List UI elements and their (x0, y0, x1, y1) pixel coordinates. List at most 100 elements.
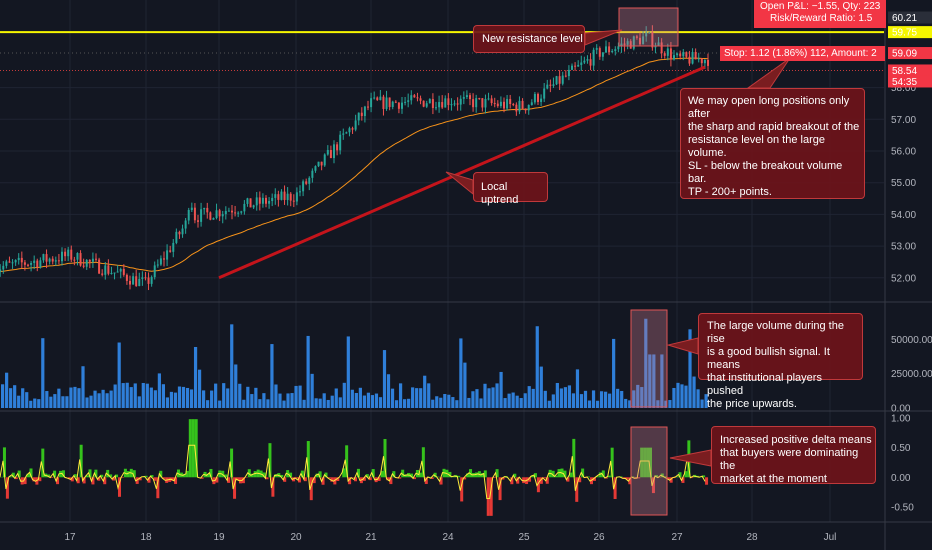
volume-bar (362, 395, 366, 408)
delta-bar (607, 475, 611, 478)
candle-body (391, 101, 394, 107)
price-axis[interactable]: 52.00 53.00 54.00 55.00 56.00 57.00 58.00 0.00 2… (891, 83, 932, 513)
stop-badge[interactable]: Stop: 1.12 (1.86%) 112, Amount: 2 (720, 46, 885, 61)
candle-body (521, 100, 524, 109)
candle-body (172, 242, 175, 252)
delta-bar (88, 469, 92, 478)
volume-bar (612, 338, 616, 408)
delta-bar (315, 473, 319, 478)
candle-body (561, 75, 564, 84)
delta-bar (174, 477, 178, 484)
delta-bar (97, 477, 101, 481)
candle-body (125, 274, 128, 281)
delta-bar (483, 470, 487, 478)
volume-bar (129, 387, 133, 408)
candle-body (302, 181, 305, 192)
price-tag-top: 60.21 (892, 13, 917, 24)
price-tag-bg-resistance (888, 26, 932, 39)
delta-bar (498, 477, 502, 501)
candle-body (311, 170, 314, 178)
delta-bar (61, 470, 65, 478)
volume-bar (165, 397, 170, 408)
delta-bar (318, 471, 322, 478)
delta-bar (380, 470, 384, 478)
candle-body (320, 161, 323, 166)
candle-body (663, 53, 666, 56)
delta-bar (241, 477, 245, 484)
candle-body (329, 149, 332, 159)
delta-bar (26, 473, 30, 478)
candle-body (703, 59, 706, 64)
candle-body (571, 65, 573, 70)
volume-bar (555, 382, 559, 408)
price-tag-bg-last (888, 47, 932, 60)
volume-bar (700, 399, 704, 408)
candle-body (515, 104, 518, 112)
delta-bar (492, 477, 496, 478)
volume-bar (411, 387, 415, 408)
volume-bar (531, 388, 535, 408)
candle-body (181, 228, 184, 235)
candle-body (537, 93, 539, 102)
candle-body (268, 200, 271, 204)
volume-bar (684, 385, 688, 408)
x-tick-label: 20 (290, 532, 302, 543)
candle-body (673, 55, 675, 60)
delta-bar (324, 472, 328, 478)
volume-bar (620, 390, 624, 408)
delta-bar (463, 477, 467, 480)
delta-bar (640, 447, 644, 478)
candle-body (95, 258, 97, 260)
volume-bar (330, 395, 334, 408)
candle-body (354, 120, 357, 130)
volume-bar (579, 394, 584, 408)
volume-bar (443, 393, 447, 408)
volume-pointer (666, 337, 699, 355)
delta-bar (50, 477, 54, 478)
candle-body (465, 95, 468, 98)
delta-bar (345, 445, 349, 478)
volume-bar (226, 388, 230, 408)
volume-bar (214, 383, 218, 408)
candle-body (425, 103, 428, 107)
delta-bar (613, 477, 617, 500)
candle-body (469, 95, 471, 100)
delta-bar (625, 477, 629, 480)
y-tick-label: -0.50 (891, 502, 914, 513)
x-tick-label: 19 (213, 532, 225, 543)
position-badge[interactable]: Open P&L: −1.55, Qty: 223 Risk/Reward Ra… (754, 0, 886, 28)
candle-body (431, 99, 434, 109)
candle-body (265, 197, 267, 204)
candle-body (82, 265, 85, 267)
delta-bar (377, 477, 381, 481)
volume-bar (338, 397, 342, 408)
candle-body (76, 253, 79, 260)
candle-body (558, 76, 561, 84)
candle-body (524, 108, 527, 111)
delta-bar (209, 468, 213, 478)
delta-bar (690, 477, 694, 479)
delta-bar (466, 473, 470, 478)
delta-bar (330, 477, 334, 482)
delta-bar (383, 438, 387, 478)
volume-bar (668, 400, 672, 408)
candle-body (240, 211, 243, 213)
candle-body (373, 97, 376, 99)
volume-bar (73, 386, 77, 408)
volume-bar (185, 387, 190, 408)
delta-bar (295, 477, 298, 479)
volume-bar (153, 390, 157, 408)
volume-bar (314, 398, 318, 408)
volume-bar (157, 373, 161, 408)
candle-body (438, 102, 441, 108)
volume-bar (65, 396, 69, 408)
candle-body (231, 210, 233, 213)
y-tick-label: 0.00 (891, 404, 911, 415)
time-axis[interactable]: 17 18 19 20 21 24 25 26 27 28 Jul (64, 532, 836, 543)
risk-reward-text: Risk/Reward Ratio: 1.5 (770, 13, 873, 24)
candle-body (611, 50, 614, 53)
delta-bar (522, 477, 526, 484)
delta-bar (162, 477, 166, 479)
